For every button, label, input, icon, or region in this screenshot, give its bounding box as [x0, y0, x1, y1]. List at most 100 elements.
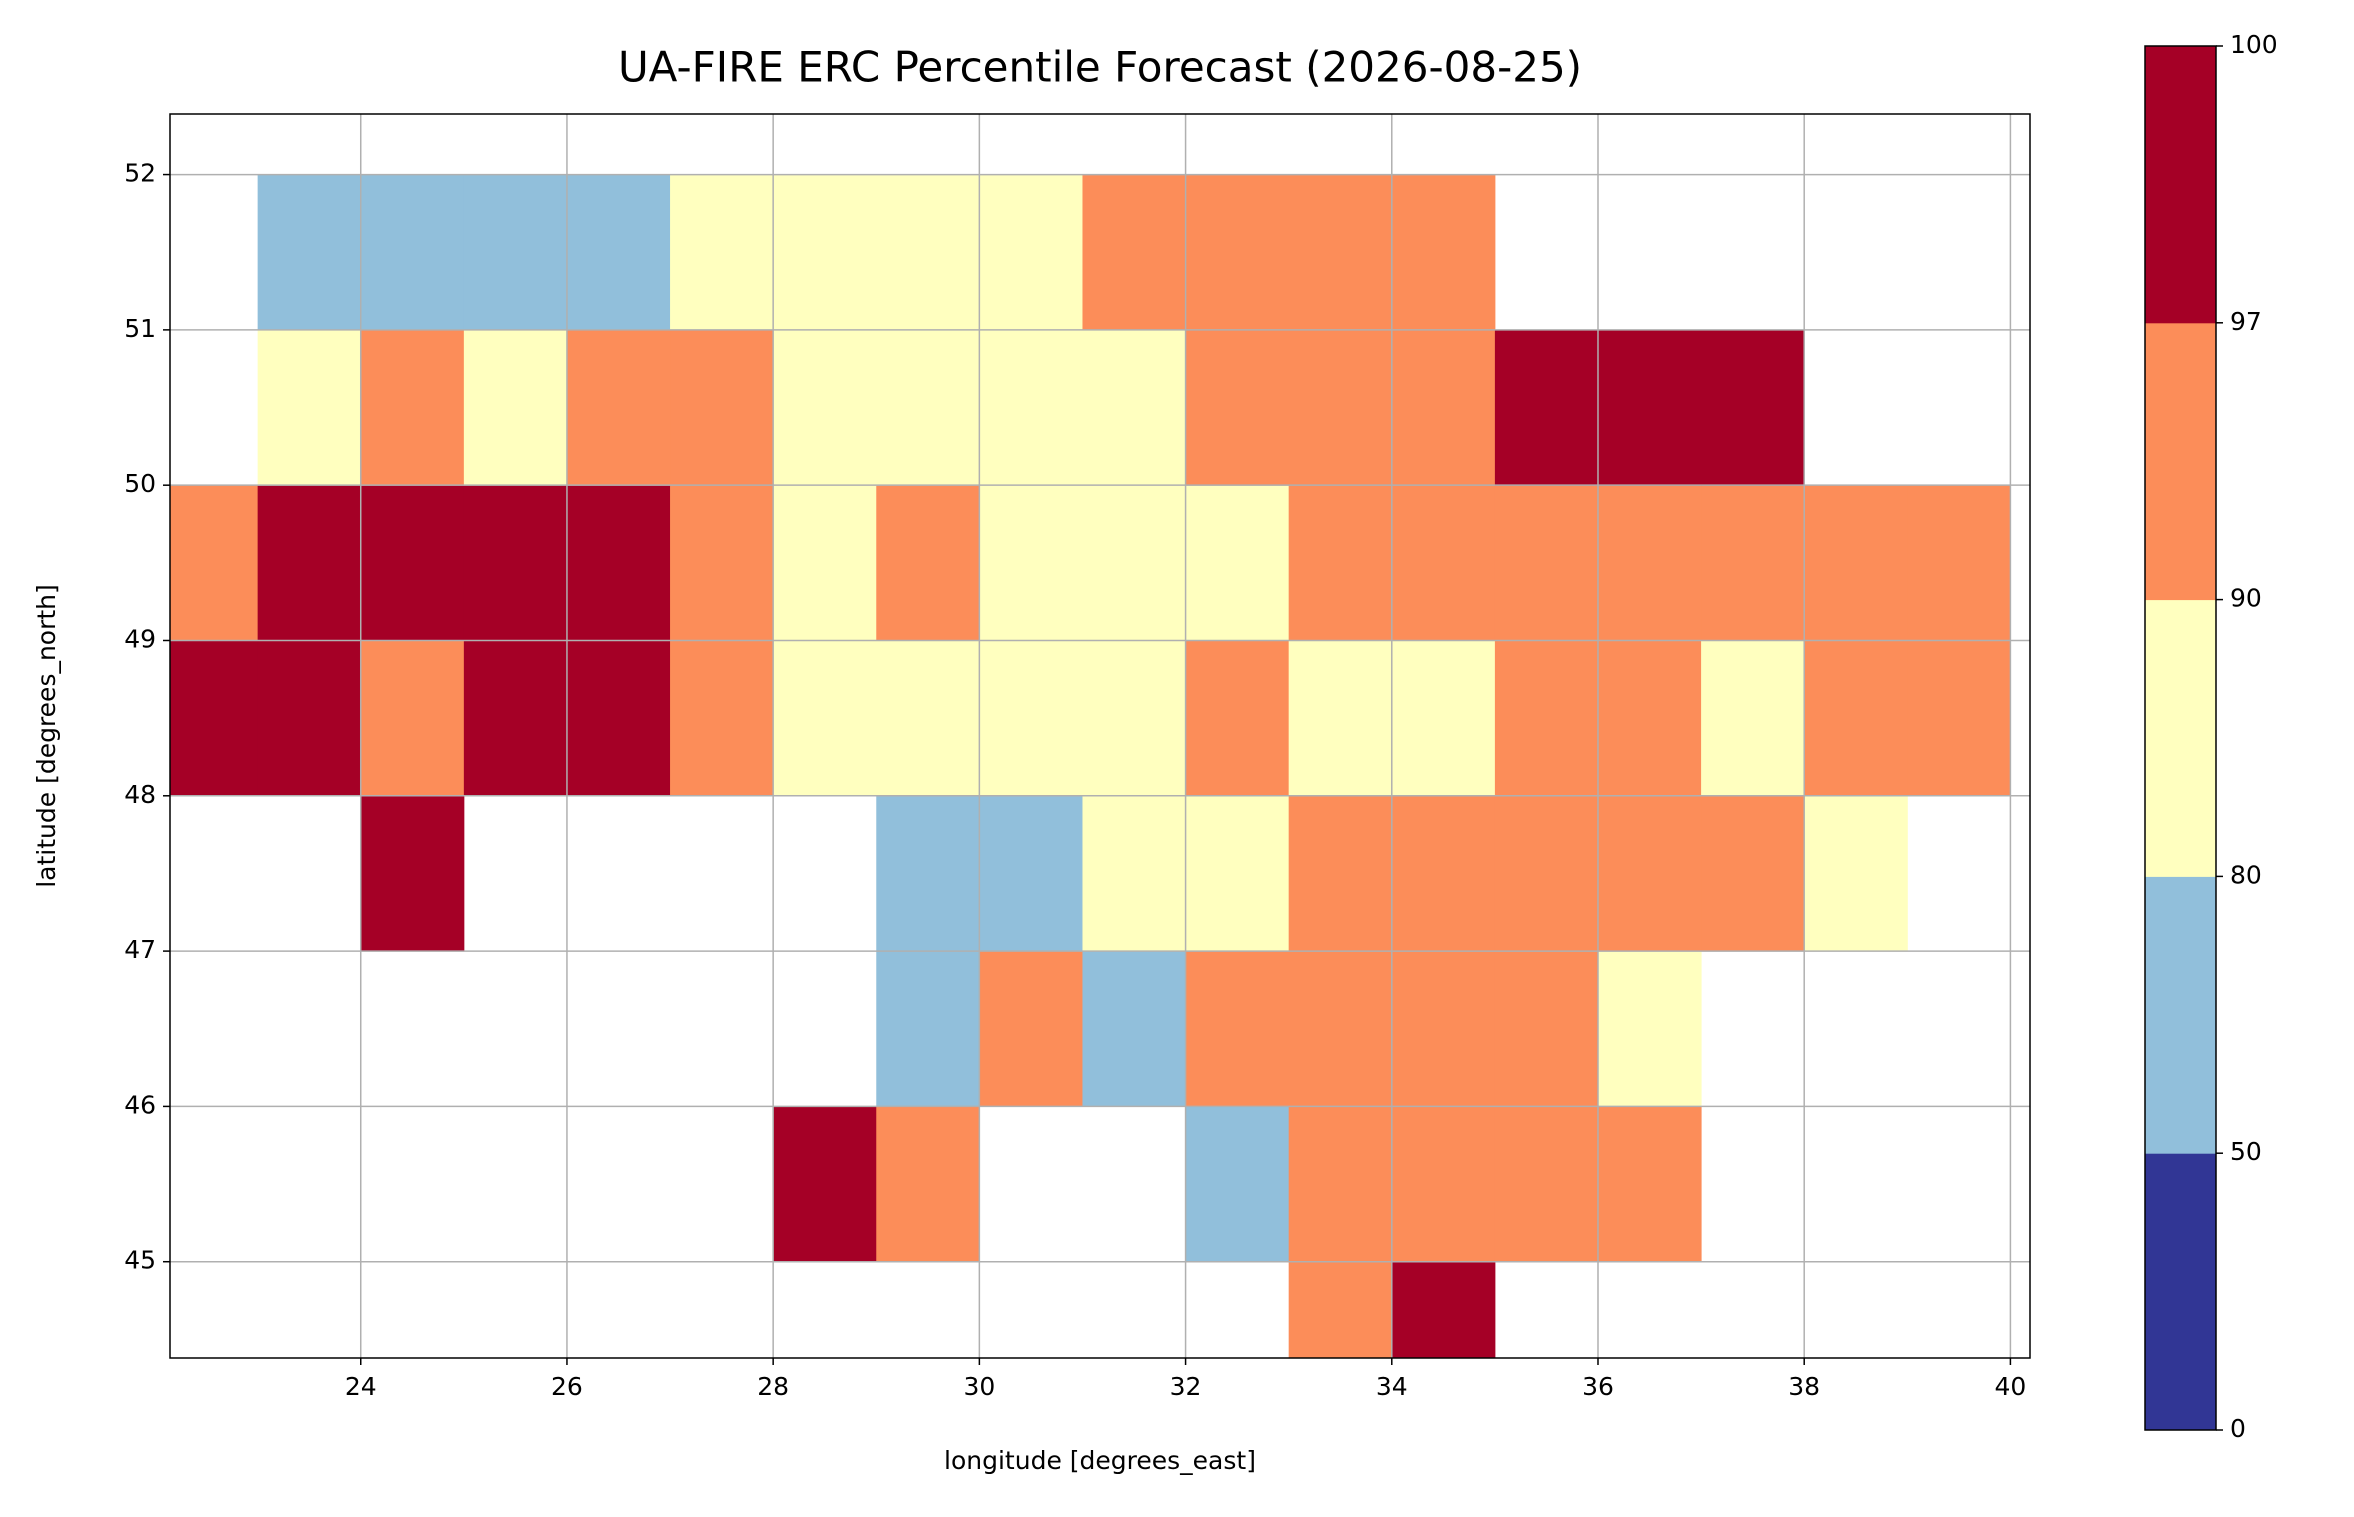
colorbar-segment [2145, 1153, 2216, 1431]
cell [773, 174, 877, 331]
y-tick-label: 47 [124, 935, 156, 964]
colorbar-segment [2145, 876, 2216, 1154]
cell [773, 1106, 877, 1263]
cell [773, 485, 877, 641]
colorbar-tick-label: 90 [2230, 584, 2262, 613]
cells [170, 174, 2011, 1358]
y-tick-label: 45 [124, 1246, 156, 1275]
y-tick-label: 48 [124, 780, 156, 809]
cell [463, 329, 568, 486]
cell [1391, 795, 1496, 952]
cell [1082, 485, 1187, 641]
cell [463, 640, 568, 797]
cell [1185, 951, 1290, 1107]
cell [1185, 640, 1290, 797]
cell [1391, 1106, 1496, 1263]
cell [1804, 485, 1908, 641]
y-tick-label: 52 [124, 159, 156, 188]
cell [1701, 329, 1805, 486]
cell [876, 951, 980, 1107]
cell [876, 1106, 980, 1263]
cell [1494, 640, 1599, 797]
x-axis-label: longitude [degrees_east] [944, 1446, 1256, 1475]
cell [876, 795, 980, 952]
cell [1082, 329, 1187, 486]
cell [979, 329, 1083, 486]
cell [170, 640, 259, 797]
cell [1082, 174, 1187, 331]
cell [1597, 795, 1702, 952]
cell [1185, 485, 1290, 641]
cell [170, 485, 259, 641]
cell [1907, 640, 2011, 797]
cell [1804, 640, 1908, 797]
cell [670, 485, 774, 641]
x-tick-label: 30 [963, 1372, 995, 1401]
cell [1288, 329, 1393, 486]
plot-frame [169, 113, 2031, 1359]
cell [1185, 329, 1290, 486]
cell [876, 174, 980, 331]
cell [1185, 174, 1290, 331]
cell [876, 329, 980, 486]
cell [876, 485, 980, 641]
y-tick-label: 50 [124, 469, 156, 498]
cell [1288, 795, 1393, 952]
colorbar-tick-label: 100 [2230, 30, 2278, 59]
cell [566, 485, 671, 641]
cell [1391, 329, 1496, 486]
colorbar-tick-label: 50 [2230, 1137, 2262, 1166]
cell [1391, 174, 1496, 331]
cell [566, 329, 671, 486]
cell [257, 640, 362, 797]
cell [979, 174, 1083, 331]
cell [1804, 795, 1908, 952]
cell [1701, 640, 1805, 797]
cell [463, 174, 568, 331]
cell [1082, 951, 1187, 1107]
x-tick-label: 36 [1582, 1372, 1614, 1401]
colorbar-tick-label: 80 [2230, 860, 2262, 889]
cell [1288, 1261, 1393, 1358]
chart-title: UA-FIRE ERC Percentile Forecast (2026-08… [618, 43, 1582, 92]
colorbar-frame [2144, 45, 2217, 1431]
cell [1597, 640, 1702, 797]
y-tick-label: 49 [124, 624, 156, 653]
cell [1597, 485, 1702, 641]
cell [1185, 1106, 1290, 1263]
y-tick-label: 46 [124, 1090, 156, 1119]
y-tick-label: 51 [124, 314, 156, 343]
x-tick-label: 34 [1376, 1372, 1408, 1401]
colorbar-tick-label: 0 [2230, 1414, 2246, 1443]
cell [670, 174, 774, 331]
colorbar-segment [2145, 46, 2216, 324]
cell [257, 485, 362, 641]
cell [360, 329, 465, 486]
cell [463, 485, 568, 641]
cell [360, 640, 465, 797]
cell [979, 640, 1083, 797]
cell [1288, 640, 1393, 797]
x-tick-label: 32 [1170, 1372, 1202, 1401]
x-tick-label: 26 [551, 1372, 583, 1401]
cell [1494, 329, 1599, 486]
cell [773, 329, 877, 486]
cell [1701, 795, 1805, 952]
cell [1701, 485, 1805, 641]
colorbar-segment [2145, 599, 2216, 877]
cell [566, 640, 671, 797]
cell [1288, 951, 1393, 1107]
cell [257, 329, 362, 486]
cell [1494, 1106, 1599, 1263]
cell [1288, 174, 1393, 331]
cell [1185, 795, 1290, 952]
cell [1494, 485, 1599, 641]
colorbar-segment [2145, 322, 2216, 601]
cell [979, 951, 1083, 1107]
cell [1494, 795, 1599, 952]
cell [876, 640, 980, 797]
cell [1082, 640, 1187, 797]
x-tick-label: 24 [345, 1372, 377, 1401]
cell [1597, 951, 1702, 1107]
